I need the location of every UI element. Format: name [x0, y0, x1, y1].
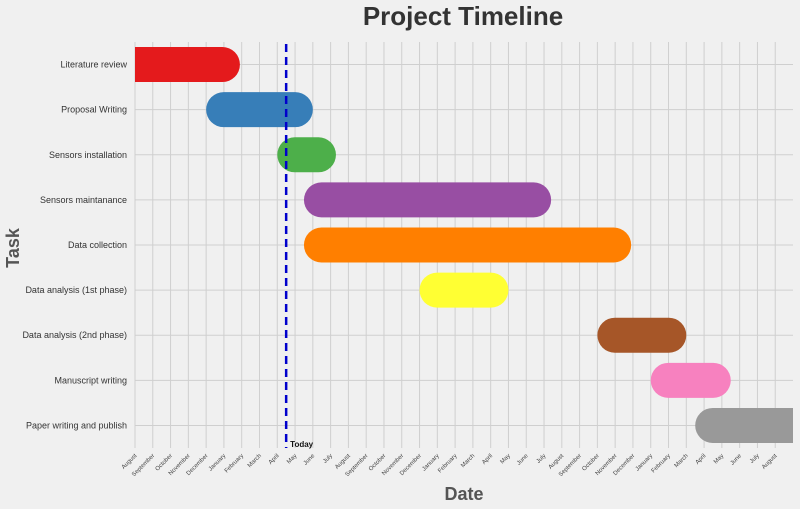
- x-tick-label: May: [713, 453, 725, 465]
- task-label: Data collection: [68, 240, 127, 250]
- x-tick-label: July: [536, 453, 548, 465]
- x-tick-label: July: [322, 453, 334, 465]
- gantt-bar: [695, 407, 793, 443]
- task-label: Manuscript writing: [54, 375, 127, 385]
- gantt-bar: [206, 92, 313, 128]
- x-tick-label: February: [651, 453, 672, 474]
- x-tick-label: March: [247, 453, 263, 469]
- x-tick-label: May: [500, 453, 512, 465]
- gantt-bar: [597, 317, 687, 353]
- x-tick-label: April: [481, 453, 494, 466]
- gantt-bar: [135, 47, 240, 83]
- task-label: Sensors maintanance: [40, 195, 127, 205]
- gantt-bar: [650, 362, 731, 398]
- x-tick-label: February: [224, 453, 245, 474]
- bars: [135, 47, 793, 443]
- gantt-bar: [303, 227, 632, 263]
- y-tick-labels: Literature review Proposal Writing Sensors…: [22, 60, 127, 431]
- task-label: Literature review: [60, 60, 127, 70]
- y-axis-label: Task: [3, 227, 23, 268]
- task-label: Paper writing and publish: [26, 420, 127, 430]
- gantt-bar: [277, 137, 336, 173]
- x-tick-labels: AugustSeptemberOctoberNovemberDecemberJa…: [121, 453, 779, 478]
- x-axis-label: Date: [444, 484, 483, 504]
- x-tick-label: June: [730, 453, 744, 467]
- task-label: Sensors installation: [49, 150, 127, 160]
- x-tick-label: March: [460, 453, 476, 469]
- x-tick-label: August: [761, 453, 779, 471]
- x-tick-label: July: [749, 453, 761, 465]
- x-tick-label: June: [303, 453, 317, 467]
- chart-title: Project Timeline: [363, 1, 563, 31]
- x-tick-label: February: [437, 453, 458, 474]
- x-tick-label: May: [286, 453, 298, 465]
- x-tick-label: June: [516, 453, 530, 467]
- task-label: Proposal Writing: [61, 105, 127, 115]
- today-marker: Today: [284, 44, 314, 449]
- x-tick-label: April: [268, 453, 281, 466]
- today-label: Today: [290, 440, 314, 449]
- gantt-bar: [303, 182, 552, 218]
- task-label: Data analysis (1st phase): [25, 285, 127, 295]
- x-tick-label: April: [695, 453, 708, 466]
- gantt-bar: [419, 272, 509, 308]
- task-label: Data analysis (2nd phase): [22, 330, 127, 340]
- x-tick-label: March: [674, 453, 690, 469]
